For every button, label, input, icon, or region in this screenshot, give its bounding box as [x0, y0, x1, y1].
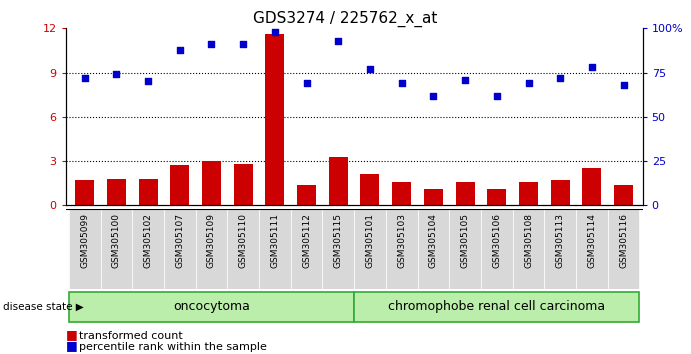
Text: ■: ■ [66, 339, 77, 352]
Bar [291, 209, 323, 289]
Text: GSM305111: GSM305111 [270, 213, 279, 268]
Bar [481, 209, 513, 289]
Bar [551, 180, 569, 205]
Bar [139, 179, 158, 205]
Text: GSM305113: GSM305113 [556, 213, 565, 268]
Text: GSM305110: GSM305110 [238, 213, 247, 268]
Bar [392, 182, 411, 205]
Bar [386, 209, 417, 289]
Bar [202, 161, 221, 205]
Point [460, 77, 471, 82]
Text: GSM305102: GSM305102 [144, 213, 153, 268]
Bar [265, 34, 285, 205]
Bar [417, 209, 449, 289]
Bar [132, 209, 164, 289]
Bar [583, 169, 601, 205]
Bar [297, 185, 316, 205]
Text: GSM305107: GSM305107 [176, 213, 184, 268]
Bar [234, 164, 253, 205]
Text: GSM305100: GSM305100 [112, 213, 121, 268]
Point [333, 38, 344, 44]
Bar [75, 180, 94, 205]
Point [269, 29, 281, 35]
Text: GSM305114: GSM305114 [587, 213, 596, 268]
Bar [354, 209, 386, 289]
Point [587, 64, 598, 70]
Bar [323, 209, 354, 289]
Point [301, 80, 312, 86]
Point [79, 75, 91, 81]
Bar [576, 209, 608, 289]
Bar [614, 185, 633, 205]
Text: GSM305109: GSM305109 [207, 213, 216, 268]
Bar [455, 182, 475, 205]
Bar [196, 209, 227, 289]
Bar [69, 292, 354, 322]
Text: GSM305106: GSM305106 [492, 213, 501, 268]
Text: transformed count: transformed count [79, 331, 183, 341]
Bar [100, 209, 132, 289]
Text: percentile rank within the sample: percentile rank within the sample [79, 342, 267, 352]
Text: GDS3274 / 225762_x_at: GDS3274 / 225762_x_at [254, 11, 437, 27]
Text: GSM305116: GSM305116 [619, 213, 628, 268]
Bar [487, 189, 507, 205]
Bar [545, 209, 576, 289]
Point [618, 82, 629, 88]
Point [396, 80, 407, 86]
Bar [354, 292, 639, 322]
Point [206, 41, 217, 47]
Point [555, 75, 566, 81]
Point [428, 93, 439, 98]
Bar [69, 209, 100, 289]
Bar [519, 182, 538, 205]
Point [491, 93, 502, 98]
Text: GSM305105: GSM305105 [461, 213, 470, 268]
Bar [107, 179, 126, 205]
Bar [361, 175, 379, 205]
Text: chromophobe renal cell carcinoma: chromophobe renal cell carcinoma [388, 300, 605, 313]
Text: GSM305115: GSM305115 [334, 213, 343, 268]
Bar [227, 209, 259, 289]
Text: GSM305103: GSM305103 [397, 213, 406, 268]
Bar [164, 209, 196, 289]
Text: ■: ■ [66, 327, 77, 341]
Bar [449, 209, 481, 289]
Text: GSM305108: GSM305108 [524, 213, 533, 268]
Text: GSM305104: GSM305104 [429, 213, 438, 268]
Point [142, 79, 153, 84]
Text: disease state ▶: disease state ▶ [3, 301, 84, 312]
Bar [608, 209, 639, 289]
Point [238, 41, 249, 47]
Point [174, 47, 185, 52]
Text: oncocytoma: oncocytoma [173, 300, 250, 313]
Text: GSM305101: GSM305101 [366, 213, 375, 268]
Bar [170, 166, 189, 205]
Bar [329, 156, 348, 205]
Point [364, 66, 375, 72]
Point [523, 80, 534, 86]
Bar [259, 209, 291, 289]
Bar [424, 189, 443, 205]
Text: GSM305099: GSM305099 [80, 213, 89, 268]
Text: GSM305112: GSM305112 [302, 213, 311, 268]
Bar [513, 209, 545, 289]
Point [111, 72, 122, 77]
